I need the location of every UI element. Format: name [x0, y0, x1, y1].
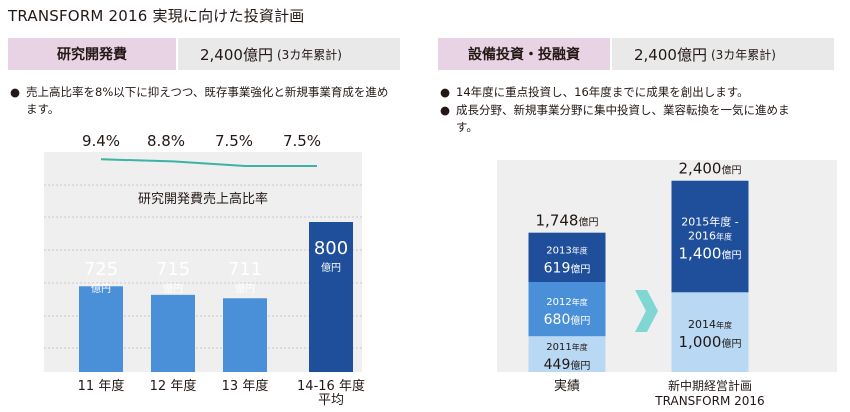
rd-header-label: 研究開発費	[8, 38, 176, 70]
segment-value-label: 449億円	[544, 357, 591, 373]
arrow-icon	[635, 290, 658, 332]
bar-value-label: 711	[228, 259, 262, 280]
capex-header-value: 2,400億円 (3カ年累計)	[612, 38, 834, 70]
segment-year-label: 2011年度	[546, 342, 587, 353]
stack-segment	[671, 180, 749, 293]
segment-year-label: 2016年度	[688, 230, 732, 243]
bullet-dot-icon: ●	[440, 85, 451, 99]
category-label: 実績	[554, 378, 580, 394]
segment-year-label: 2015年度 -	[681, 215, 738, 229]
bar	[79, 286, 123, 372]
bar-unit-label: 億円	[321, 261, 341, 274]
category-label: TRANSFORM 2016	[654, 394, 764, 408]
chart-title: 研究開発費売上高比率	[138, 191, 268, 207]
capex-bullet-1: ● 14年度に重点投資し、16年度までに成果を創出します。	[440, 84, 826, 101]
category-label: 平均	[318, 393, 344, 408]
ratio-label: 9.4%	[82, 132, 120, 150]
segment-year-label: 2012年度	[546, 297, 587, 308]
rd-chart: 研究開発費売上高比率 725 億円 11 年度 715 億円 12 年度 711 億円 13 年度…	[44, 132, 365, 408]
category-label: 14-16 年度	[297, 378, 365, 394]
ratio-label: 7.5%	[215, 132, 253, 150]
category-label: 12 年度	[150, 378, 197, 394]
category-label: 新中期経営計画	[668, 378, 752, 393]
stack-segment	[528, 336, 606, 372]
capex-value: 2,400億円	[634, 45, 707, 64]
capex-value-suffix: (3カ年累計)	[710, 47, 776, 62]
capex-bullet-text-2: 成長分野、新規事業分野に集中投資し、業容転換を一気に進めます。	[456, 103, 790, 134]
capex-bullet-text-1: 14年度に重点投資し、16年度までに成果を創出します。	[456, 85, 749, 99]
bar-value-label: 725	[84, 259, 118, 280]
bar-value-label: 800	[314, 238, 348, 259]
segment-year-label: 2014年度	[688, 318, 732, 331]
capex-bullet-2: ● 成長分野、新規事業分野に集中投資し、業容転換を一気に進めます。	[440, 102, 806, 136]
segment-value-label: 619億円	[544, 260, 591, 276]
stack-segment	[528, 282, 606, 337]
capex-header-label: 設備投資・投融資	[438, 38, 610, 70]
rd-header-value: 2,400億円 (3カ年累計)	[178, 38, 400, 70]
stack-segment	[671, 292, 749, 372]
bar-unit-label: 億円	[91, 282, 111, 295]
bar	[151, 294, 195, 372]
bar	[309, 222, 353, 372]
segment-year-label: 2013年度	[546, 245, 587, 256]
rd-bullet: ● 売上高比率を8%以下に抑えつつ、既存事業強化と新規事業育成を進めます。	[10, 84, 396, 118]
bar-value-label: 715	[156, 259, 190, 280]
page-title: TRANSFORM 2016 実現に向けた投資計画	[8, 7, 305, 25]
capex-chart: 2011年度449億円2012年度680億円2013年度619億円2014年度1…	[497, 160, 837, 408]
ratio-label: 7.5%	[283, 132, 321, 150]
category-label: 11 年度	[78, 378, 125, 394]
rd-value-suffix: (3カ年累計)	[276, 47, 342, 62]
ratio-label: 8.8%	[147, 132, 185, 150]
rd-bullet-text: 売上高比率を8%以下に抑えつつ、既存事業強化と新規事業育成を進めます。	[26, 85, 389, 116]
category-label: 13 年度	[222, 378, 269, 394]
stack-segment	[528, 232, 606, 283]
segment-value-label: 680億円	[544, 312, 591, 328]
bullet-dot-icon: ●	[440, 103, 451, 117]
bar	[223, 298, 267, 372]
bar-unit-label: 億円	[235, 282, 255, 295]
bar-unit-label: 億円	[163, 282, 183, 295]
rd-value: 2,400億円	[200, 45, 273, 64]
ratio-line	[100, 158, 317, 167]
bullet-dot-icon: ●	[10, 85, 21, 99]
